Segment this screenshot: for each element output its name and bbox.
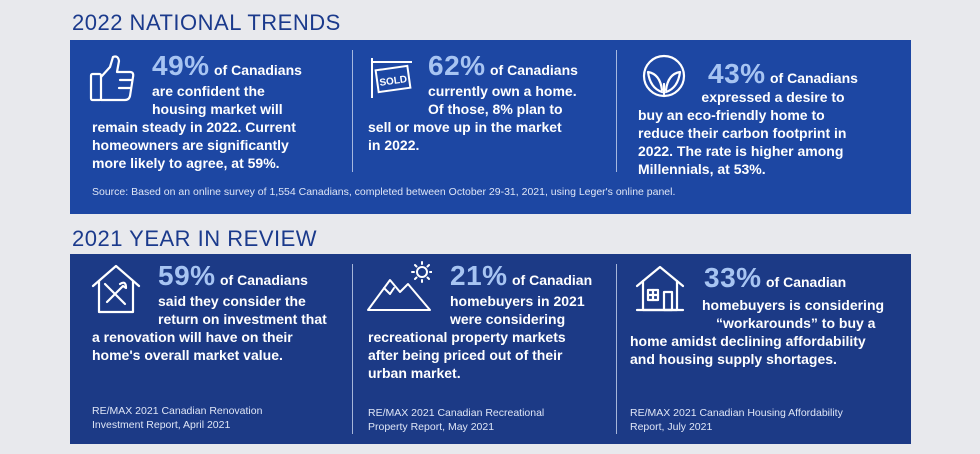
text-line: “workarounds” to buy a [716, 315, 876, 331]
text-line: were considering [450, 311, 566, 327]
footnote-line: Investment Report, April 2021 [92, 419, 231, 431]
text-line: remain steady in 2022. Current [92, 119, 296, 135]
text-line: and housing supply shortages. [630, 351, 837, 367]
stat-suffix: of Canadians [490, 62, 578, 78]
national-trends-panel: 49% of Canadians are confident the housi… [70, 40, 911, 214]
text-line: after being priced out of their [368, 347, 563, 363]
section-title-national-trends: 2022 NATIONAL TRENDS [72, 10, 341, 35]
footnote-line: Property Report, May 2021 [368, 421, 495, 433]
stat-review-1-text-bottom: a renovation will have on their home's o… [92, 328, 293, 364]
column-divider [352, 264, 353, 434]
stat-national-1-text-bottom: remain steady in 2022. Current homeowner… [92, 118, 296, 172]
year-review-panel: 59% of Canadians said they consider the … [70, 254, 911, 444]
footnote-line: RE/MAX 2021 Canadian Recreational [368, 407, 545, 419]
text-line: sell or move up in the market [368, 119, 562, 135]
stat-suffix: of Canadians [220, 272, 308, 288]
stat-suffix: of Canadian [512, 272, 593, 288]
text-line: Millennials, at 53%. [638, 161, 766, 177]
stat-review-2-footnote: RE/MAX 2021 Canadian Recreational Proper… [368, 406, 544, 434]
text-line: are confident the [152, 83, 265, 99]
text-line: a renovation will have on their [92, 329, 293, 345]
stat-number: 62% [428, 50, 486, 81]
text-line: housing market will [152, 101, 283, 117]
stat-review-1-text-top: said they consider the return on investm… [158, 292, 327, 328]
stat-review-2-text-top: homebuyers in 2021 were considering [450, 292, 585, 328]
text-line: expressed a desire to [701, 89, 845, 105]
mountains-sun-icon [367, 261, 432, 311]
text-line: home amidst declining affordability [630, 333, 866, 349]
column-divider [616, 50, 617, 172]
section-title-year-review: 2021 YEAR IN REVIEW [72, 226, 318, 251]
house-tools-icon [91, 264, 141, 314]
stat-number: 33% [704, 262, 762, 293]
text-line: urban market. [368, 365, 461, 381]
footnote-line: RE/MAX 2021 Canadian Renovation [92, 405, 263, 417]
stat-review-1-headline: 59% of Canadians [158, 260, 308, 292]
stat-review-3-text-bottom: home amidst declining affordability and … [630, 332, 866, 368]
text-line: recreational property markets [368, 329, 566, 345]
text-line: in 2022. [368, 137, 420, 153]
column-divider [616, 264, 617, 434]
stat-suffix: of Canadians [214, 62, 302, 78]
stat-national-1-headline: 49% of Canadians [152, 50, 302, 82]
stat-national-3-text-bottom: buy an eco-friendly home to reduce their… [638, 106, 846, 178]
stat-national-3-text: expressed a desire to [638, 88, 878, 106]
stat-national-2-headline: 62% of Canadians [428, 50, 578, 82]
stat-number: 21% [450, 260, 508, 291]
column-divider [352, 50, 353, 172]
text-line: Of those, 8% plan to [428, 101, 563, 117]
source-note: Source: Based on an online survey of 1,5… [92, 186, 676, 198]
stat-suffix: of Canadian [766, 274, 847, 290]
stat-review-3-headline: 33% of Canadian [704, 262, 846, 294]
text-line: homebuyers is considering [702, 297, 885, 313]
sold-sign-text: SOLD [379, 74, 408, 89]
stat-national-1-text-top: are confident the housing market will [152, 82, 283, 118]
stat-national-2-text-top: currently own a home. Of those, 8% plan … [428, 82, 577, 118]
text-line: return on investment that [158, 311, 327, 327]
text-line: currently own a home. [428, 83, 577, 99]
stat-review-2-text-bottom: recreational property markets after bein… [368, 328, 566, 382]
text-line: buy an eco-friendly home to [638, 107, 825, 123]
stat-review-2-headline: 21% of Canadian [450, 260, 592, 292]
stat-review-3-footnote: RE/MAX 2021 Canadian Housing Affordabili… [630, 406, 843, 434]
stat-number: 59% [158, 260, 216, 291]
leaves-icon [642, 54, 686, 98]
stat-review-3-text-top: homebuyers is considering “workarounds” … [702, 296, 884, 332]
stat-number: 49% [152, 50, 210, 81]
text-line: homebuyers in 2021 [450, 293, 585, 309]
sold-sign-icon: SOLD [371, 58, 412, 98]
stat-national-2-text-bottom: sell or move up in the market in 2022. [368, 118, 562, 154]
text-line: said they consider the [158, 293, 306, 309]
house-icon [635, 265, 685, 312]
stat-review-1-footnote: RE/MAX 2021 Canadian Renovation Investme… [92, 404, 262, 432]
footnote-line: RE/MAX 2021 Canadian Housing Affordabili… [630, 407, 843, 419]
text-line: more likely to agree, at 59%. [92, 155, 280, 171]
footnote-line: Report, July 2021 [630, 421, 713, 433]
stat-suffix: of Canadians [770, 70, 858, 86]
text-line: reduce their carbon footprint in [638, 125, 847, 141]
stat-national-3-headline: 43% of Canadians [708, 58, 858, 90]
text-line: homeowners are significantly [92, 137, 289, 153]
stat-number: 43% [708, 58, 766, 89]
text-line: home's overall market value. [92, 347, 283, 363]
text-line: 2022. The rate is higher among [638, 143, 844, 159]
thumbs-up-icon [89, 55, 135, 102]
